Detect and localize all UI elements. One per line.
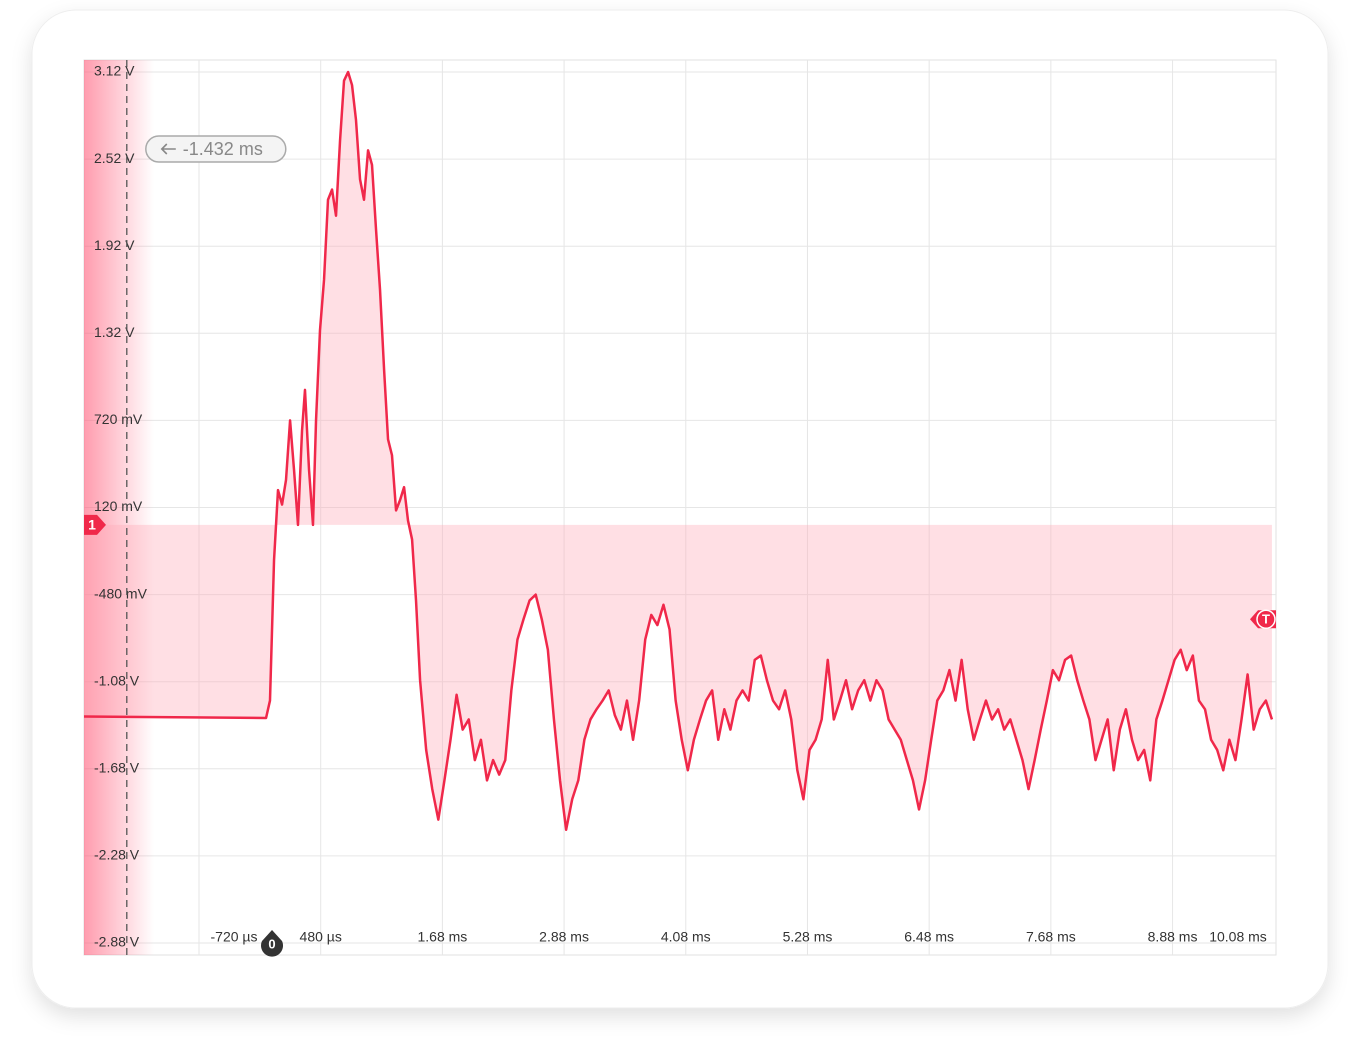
cursor-label: -1.432 ms [183, 139, 263, 159]
zero-label: 0 [268, 936, 275, 951]
left-band [84, 60, 154, 955]
cursor-arrow [160, 143, 176, 155]
x-tick-label: 1.68 ms [417, 929, 467, 945]
trigger-dot [1256, 609, 1276, 630]
x-tick-label: 8.88 ms [1148, 929, 1198, 945]
y-tick-label: -480 mV [94, 585, 148, 601]
x-tick-label: -720 µs [211, 929, 258, 945]
y-tick-label: 2.52 V [94, 150, 135, 166]
x-tick-label: 5.28 ms [783, 929, 833, 945]
x-tick-label: 7.68 ms [1026, 929, 1076, 945]
signal-area [84, 72, 1272, 830]
x-tick-label: 480 µs [300, 929, 342, 945]
y-tick-label: -1.68 V [94, 760, 140, 776]
y-tick-label: 3.12 V [94, 63, 135, 79]
cursor-pill [145, 135, 287, 163]
y-tick-label: 120 mV [94, 498, 143, 514]
y-tick-label: 720 mV [94, 411, 143, 427]
y-tick-label: 1.92 V [94, 237, 135, 253]
channel-label: 1 [88, 517, 96, 533]
trigger-label: T [1262, 612, 1270, 627]
y-tick-label: -2.88 V [94, 934, 140, 950]
x-tick-label: 10.08 ms [1209, 929, 1267, 945]
x-tick-label: 2.88 ms [539, 929, 589, 945]
y-tick-label: -1.08 V [94, 672, 140, 688]
x-tick-label: 4.08 ms [661, 929, 711, 945]
signal-line [84, 70, 1274, 832]
zero-marker [261, 930, 284, 957]
x-tick-label: 6.48 ms [904, 929, 954, 945]
channel-marker [84, 514, 106, 535]
y-tick-label: 1.32 V [94, 324, 135, 340]
y-tick-label: -2.28 V [94, 847, 140, 863]
